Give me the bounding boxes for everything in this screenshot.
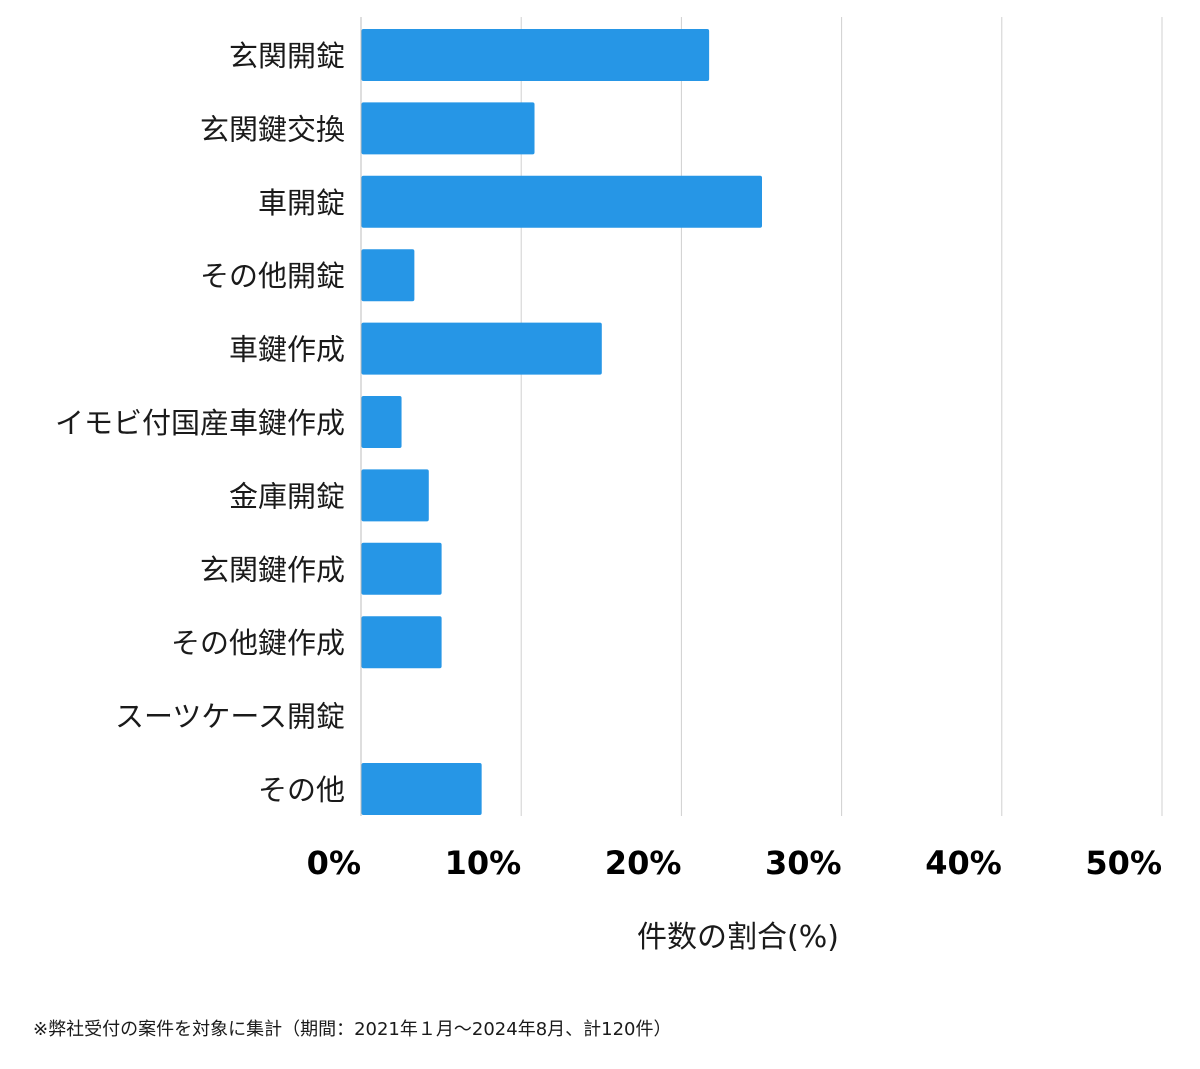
- category-label: その他鍵作成: [171, 626, 345, 660]
- x-tick-label: 30%: [765, 844, 842, 882]
- bar: [361, 322, 602, 375]
- category-label: その他: [258, 773, 345, 807]
- category-label: スーツケース開錠: [115, 700, 345, 734]
- x-tick-label: 10%: [445, 844, 522, 882]
- category-label: 玄関鍵作成: [200, 553, 345, 587]
- category-label: 車開錠: [258, 186, 345, 220]
- x-tick-label: 0%: [307, 844, 361, 882]
- bar: [361, 396, 402, 448]
- category-labels: 玄関開錠玄関鍵交換車開錠その他開錠車鍵作成イモビ付国産車鍵作成金庫開錠玄関鍵作成…: [55, 39, 345, 807]
- bar: [361, 763, 482, 815]
- category-label: 金庫開錠: [229, 479, 345, 513]
- category-label: 玄関鍵交換: [200, 112, 345, 146]
- category-label: イモビ付国産車鍵作成: [55, 406, 345, 440]
- bar: [361, 542, 442, 595]
- x-axis-title: 件数の割合(%): [637, 920, 839, 955]
- bar: [361, 616, 442, 669]
- x-tick-label: 50%: [1085, 844, 1162, 882]
- bar: [361, 102, 535, 155]
- x-tick-label: 40%: [925, 844, 1002, 882]
- bar: [361, 175, 762, 228]
- bars: [361, 29, 762, 815]
- category-label: 玄関開錠: [229, 39, 345, 73]
- footnote: ※弊社受付の案件を対象に集計（期間：2021年１月〜2024年8月、計120件）: [33, 1019, 672, 1040]
- bar: [361, 249, 415, 302]
- x-tick-labels: 0% 10% 20% 30% 40% 50%: [307, 844, 1162, 882]
- category-label: その他開錠: [200, 259, 345, 293]
- x-tick-label: 20%: [605, 844, 682, 882]
- bar: [361, 29, 710, 81]
- category-label: 車鍵作成: [229, 333, 345, 367]
- bar: [361, 469, 429, 522]
